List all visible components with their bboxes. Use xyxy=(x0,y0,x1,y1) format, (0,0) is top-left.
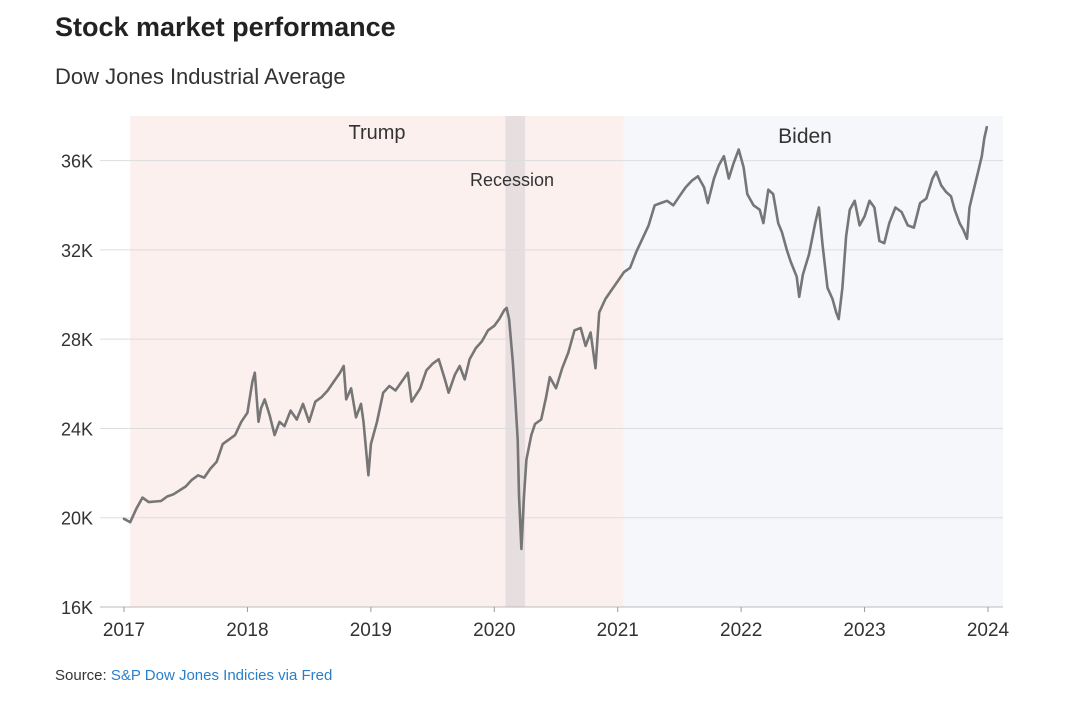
x-tick-label: 2018 xyxy=(226,620,268,641)
region-label-recession: Recession xyxy=(470,170,554,190)
y-tick-label: 32K xyxy=(61,241,93,261)
chart-subtitle: Dow Jones Industrial Average xyxy=(55,64,346,89)
y-tick-label: 20K xyxy=(61,509,93,529)
series-line-dow-jones xyxy=(122,125,989,551)
shaded-region-biden xyxy=(623,116,1003,607)
x-tick-label: 2019 xyxy=(350,620,392,641)
source-label: Source: xyxy=(55,667,107,684)
x-tick-label: 2024 xyxy=(967,620,1010,641)
y-tick-label: 36K xyxy=(61,152,93,172)
x-tick-label: 2017 xyxy=(103,620,145,641)
x-tick-label: 2021 xyxy=(597,620,639,641)
region-label-trump: Trump xyxy=(348,122,405,144)
y-tick-label: 24K xyxy=(61,419,93,439)
x-tick-label: 2023 xyxy=(843,620,885,641)
y-tick-label: 28K xyxy=(61,330,93,350)
source-link[interactable]: S&P Dow Jones Indicies via Fred xyxy=(110,667,333,684)
region-label-biden: Biden xyxy=(778,125,832,148)
shaded-region-recession xyxy=(505,116,526,607)
source-line: Source: S&P Dow Jones Indicies via Fred xyxy=(55,667,332,684)
shaded-region-trump xyxy=(130,116,624,607)
chart-title: Stock market performance xyxy=(55,12,396,42)
y-tick-label: 16K xyxy=(61,598,93,618)
x-tick-label: 2020 xyxy=(473,620,515,641)
x-tick-label: 2022 xyxy=(720,620,762,641)
chart: 2017 2018 2019 2020 2021 2022 2023 2024 16K 20K 2… xyxy=(61,116,1010,641)
